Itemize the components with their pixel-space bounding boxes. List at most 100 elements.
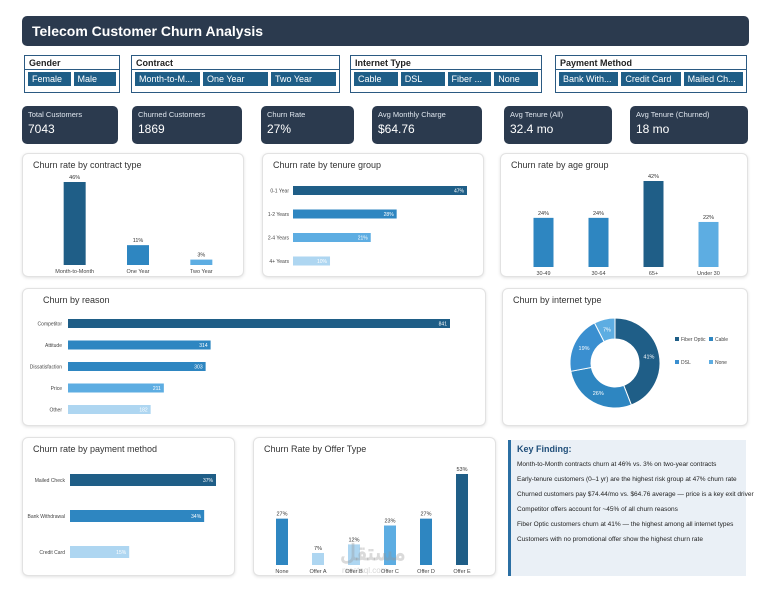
tick-label: Under 30 (697, 271, 720, 277)
data-label: 26% (593, 391, 604, 397)
legend-swatch (709, 360, 713, 364)
chart-card-internet: Churn by internet type 41% 26% 19% 7% Fiber … (502, 288, 748, 426)
slicer-item-fiber[interactable]: Fiber ... (447, 72, 492, 86)
data-label: 47% (454, 189, 465, 195)
key-finding-line: Early-tenure customers (0–1 yr) are the … (517, 476, 737, 483)
bar (588, 217, 609, 267)
slicer-item-one-year[interactable]: One Year (203, 72, 268, 86)
slicer-internet-type: Internet Type Cable DSL Fiber ... None (350, 55, 542, 93)
legend-swatch (675, 337, 679, 341)
data-label: 46% (69, 175, 80, 181)
bar (68, 383, 164, 393)
slicer-item-mailed-check[interactable]: Mailed Ch... (683, 72, 743, 86)
tick-label: Offer D (417, 569, 435, 575)
bar (68, 362, 206, 371)
tick-label: Offer A (309, 569, 326, 575)
data-label: 3% (197, 253, 205, 259)
kpi-avg-tenure-all: Avg Tenure (All) 32.4 mo (504, 106, 612, 144)
bar (348, 544, 360, 565)
slicer-item-cable[interactable]: Cable (354, 72, 398, 86)
pie-slice (614, 317, 661, 406)
bar (698, 221, 719, 267)
data-label: 24% (593, 211, 604, 217)
chart-title: Churn by reason (43, 295, 110, 305)
data-label: 7% (603, 327, 611, 333)
legend-entry: Cable (715, 337, 728, 343)
slicer-item-none[interactable]: None (494, 72, 538, 86)
chart-card-contract: Churn rate by contract type 46% Month-to-… (22, 153, 244, 277)
slicer-item-two-year[interactable]: Two Year (271, 72, 336, 86)
slicer-title: Gender (25, 56, 119, 70)
reason-chart: Competitor 841 Attitude 314 Dissatisfaction 3… (30, 319, 450, 414)
data-label: 19% (579, 346, 590, 352)
tick-label: Price (51, 386, 63, 392)
tick-label: 65+ (649, 271, 658, 277)
kpi-value: 7043 (28, 122, 55, 136)
tick-label: None (275, 569, 288, 575)
bar (68, 340, 211, 350)
tick-label: Offer B (345, 569, 363, 575)
key-finding-title: Key Finding: (517, 444, 572, 454)
data-label: 303 (194, 365, 203, 371)
watermark: مستقل (340, 540, 406, 565)
tick-label: 1-2 Years (268, 212, 290, 218)
key-finding-line: Customers with no promotional offer show… (517, 536, 703, 543)
tick-label: Bank Withdrawal (27, 514, 65, 520)
data-label: 15% (116, 550, 127, 556)
data-label: 27% (276, 512, 287, 518)
data-label: 37% (203, 478, 214, 484)
data-label: 22% (703, 215, 714, 221)
slicer-item-female[interactable]: Female (28, 72, 71, 86)
bar (68, 319, 450, 328)
chart-card-age: Churn rate by age group 24% 30-49 24% 30-64… (500, 153, 748, 277)
data-label: 23% (384, 519, 395, 525)
tick-label: Other (49, 408, 62, 414)
chart-title: Churn Rate by Offer Type (264, 444, 367, 454)
key-finding-line: Month-to-Month contracts churn at 46% vs… (517, 461, 717, 468)
kpi-value: 18 mo (636, 122, 670, 136)
kpi-churn-rate: Churn Rate 27% (261, 106, 354, 144)
slicer-item-bank-withdrawal[interactable]: Bank With... (559, 72, 619, 86)
kpi-label: Avg Monthly Charge (378, 110, 446, 119)
tick-label: Dissatisfaction (30, 365, 62, 371)
pie-slice (570, 366, 632, 409)
chart-card-payment: Churn rate by payment method Mailed Chec… (22, 437, 235, 576)
tick-label: Mailed Check (35, 478, 66, 484)
tick-label: Competitor (38, 322, 63, 328)
kpi-value: $64.76 (378, 122, 415, 136)
data-label: 841 (439, 322, 448, 328)
slicer-title: Payment Method (556, 56, 746, 70)
tick-label: Offer E (453, 569, 471, 575)
watermark-url: mostaql.com (342, 566, 388, 575)
key-finding-line: Fiber Optic customers churn at 41% — the… (517, 521, 734, 528)
tick-label: Credit Card (39, 550, 65, 556)
bar (63, 182, 86, 265)
bar (70, 546, 130, 558)
pie-slice (593, 317, 616, 343)
key-finding-line: Competitor offers account for ~45% of al… (517, 506, 678, 513)
key-finding-panel: Key Finding: Month-to-Month contracts ch… (508, 440, 754, 576)
slicer-item-credit-card[interactable]: Credit Card (621, 72, 681, 86)
bar (384, 525, 396, 565)
chart-title: Churn rate by age group (511, 160, 609, 170)
tick-label: Month-to-Month (55, 269, 94, 275)
data-label: 27% (420, 512, 431, 518)
legend-entry: DSL (681, 360, 691, 366)
data-label: 53% (456, 467, 467, 473)
offer-chart: 27% None 7% Offer A 12% Offer B 23% Offer C 27% O… (275, 467, 471, 575)
data-label: 21% (358, 236, 369, 242)
bar (456, 474, 468, 565)
data-label: 211 (153, 386, 161, 392)
slicer-title: Contract (132, 56, 339, 70)
chart-title: Churn by internet type (513, 295, 602, 305)
kpi-churned-customers: Churned Customers 1869 (132, 106, 242, 144)
bar (293, 186, 467, 195)
legend-swatch (709, 337, 713, 341)
slicer-title: Internet Type (351, 56, 541, 70)
slicer-item-month-to-month[interactable]: Month-to-M... (135, 72, 200, 86)
slicer-item-male[interactable]: Male (73, 72, 116, 86)
tick-label: 4+ Years (269, 259, 289, 265)
chart-title: Churn rate by contract type (33, 160, 142, 170)
slicer-item-dsl[interactable]: DSL (400, 72, 445, 86)
bar (70, 474, 216, 486)
